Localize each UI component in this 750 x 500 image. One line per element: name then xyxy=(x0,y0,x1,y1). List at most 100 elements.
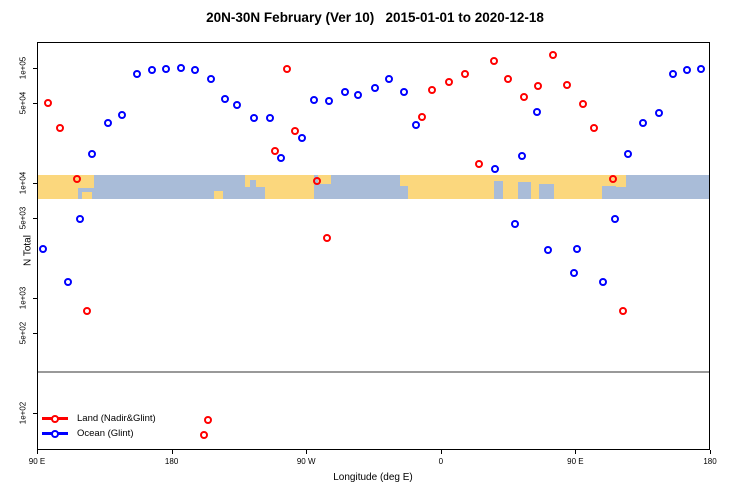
legend-label: Ocean (Glint) xyxy=(77,428,134,439)
map-land-patch xyxy=(244,175,268,187)
legend-item-ocean: Ocean (Glint) xyxy=(42,426,156,441)
map-band xyxy=(38,175,709,200)
scatter-point-land xyxy=(323,234,332,243)
y-tick-mark xyxy=(33,332,37,334)
legend-item-land: Land (Nadir&Glint) xyxy=(42,411,156,426)
x-tick-mark xyxy=(710,450,711,454)
scatter-point-ocean xyxy=(639,118,648,127)
chart-title: 20N-30N February (Ver 10) 2015-01-01 to … xyxy=(206,10,544,25)
y-tick-mark xyxy=(33,297,37,299)
scatter-point-land xyxy=(460,69,469,78)
scatter-point-ocean xyxy=(117,110,126,119)
scatter-point-ocean xyxy=(510,220,519,229)
x-tick-label: 180 xyxy=(703,457,717,466)
map-land-patch xyxy=(317,175,331,185)
x-tick-label: 90 W xyxy=(296,457,316,466)
scatter-point-land xyxy=(417,112,426,121)
scatter-point-ocean xyxy=(147,65,156,74)
scatter-point-ocean xyxy=(103,118,112,127)
scatter-point-ocean xyxy=(250,113,259,122)
y-tick-label: 5e+04 xyxy=(18,91,28,114)
scatter-point-ocean xyxy=(132,69,141,78)
scatter-point-ocean xyxy=(683,65,692,74)
scatter-point-ocean xyxy=(341,87,350,96)
x-tick-label: 90 E xyxy=(28,457,46,466)
scatter-point-ocean xyxy=(411,120,420,129)
scatter-point-ocean xyxy=(573,244,582,253)
scatter-point-ocean xyxy=(191,65,200,74)
scatter-point-land xyxy=(313,177,322,186)
scatter-point-ocean xyxy=(310,95,319,104)
scatter-point-ocean xyxy=(233,100,242,109)
scatter-point-land xyxy=(271,147,280,156)
scatter-point-land xyxy=(291,126,300,135)
scatter-point-ocean xyxy=(221,94,230,103)
scatter-point-land xyxy=(619,306,628,315)
scatter-point-land xyxy=(72,174,81,183)
scatter-point-ocean xyxy=(75,215,84,224)
y-tick-mark xyxy=(33,217,37,219)
scatter-point-ocean xyxy=(298,133,307,142)
x-tick-mark xyxy=(171,450,173,454)
scatter-point-land xyxy=(503,74,512,83)
map-land-patch xyxy=(81,192,92,200)
reference-line xyxy=(38,371,709,374)
scatter-point-ocean xyxy=(370,83,379,92)
x-tick-mark xyxy=(440,450,442,454)
scatter-point-ocean xyxy=(697,64,706,73)
scatter-point-land xyxy=(55,123,64,132)
map-ocean-patch xyxy=(538,183,554,200)
map-ocean-patch xyxy=(494,181,503,200)
scatter-point-land xyxy=(534,81,543,90)
scatter-point-land xyxy=(283,64,292,73)
y-tick-mark xyxy=(33,412,37,414)
scatter-point-land xyxy=(563,80,572,89)
scatter-point-land xyxy=(199,431,208,440)
scatter-point-ocean xyxy=(384,74,393,83)
legend-marker xyxy=(42,414,68,423)
scatter-point-land xyxy=(427,85,436,94)
y-tick-mark xyxy=(33,67,37,69)
scatter-point-land xyxy=(444,77,453,86)
map-ocean-patch xyxy=(518,182,532,200)
y-axis-label: N Total xyxy=(22,235,34,266)
scatter-point-land xyxy=(82,306,91,315)
y-tick-label: 1e+05 xyxy=(18,56,28,80)
scatter-point-land xyxy=(489,57,498,66)
map-ocean-patch xyxy=(601,186,617,200)
scatter-point-ocean xyxy=(176,63,185,72)
x-tick-mark xyxy=(306,450,308,454)
scatter-point-land xyxy=(520,92,529,101)
scatter-point-land xyxy=(474,160,483,169)
scatter-point-ocean xyxy=(599,277,608,286)
x-tick-label: 90 E xyxy=(567,457,584,466)
scatter-point-land xyxy=(549,51,558,60)
x-axis-label: Longitude (deg E) xyxy=(333,472,413,483)
scatter-point-ocean xyxy=(353,90,362,99)
map-land-patch xyxy=(38,175,79,200)
y-tick-mark xyxy=(33,182,37,184)
x-tick-mark xyxy=(37,450,38,454)
y-tick-label: 1e+04 xyxy=(18,171,28,195)
legend: Land (Nadir&Glint) Ocean (Glint) xyxy=(42,411,156,441)
land-marker-icon xyxy=(51,414,59,423)
scatter-point-ocean xyxy=(611,215,620,224)
map-land-patch xyxy=(407,175,617,200)
scatter-point-ocean xyxy=(63,277,72,286)
scatter-point-ocean xyxy=(669,69,678,78)
scatter-point-ocean xyxy=(655,108,664,117)
y-tick-label: 1e+02 xyxy=(18,401,28,425)
y-tick-label: 5e+03 xyxy=(18,206,28,229)
scatter-point-ocean xyxy=(38,244,47,253)
x-tick-label: 180 xyxy=(164,457,179,466)
y-tick-mark xyxy=(33,102,37,104)
y-tick-label: 1e+03 xyxy=(18,286,28,310)
scatter-point-ocean xyxy=(277,153,286,162)
scatter-point-ocean xyxy=(624,150,633,159)
scatter-point-ocean xyxy=(518,152,527,161)
scatter-point-ocean xyxy=(570,268,579,277)
scatter-point-land xyxy=(204,416,213,425)
map-land-patch xyxy=(400,175,410,187)
scatter-point-land xyxy=(579,99,588,108)
